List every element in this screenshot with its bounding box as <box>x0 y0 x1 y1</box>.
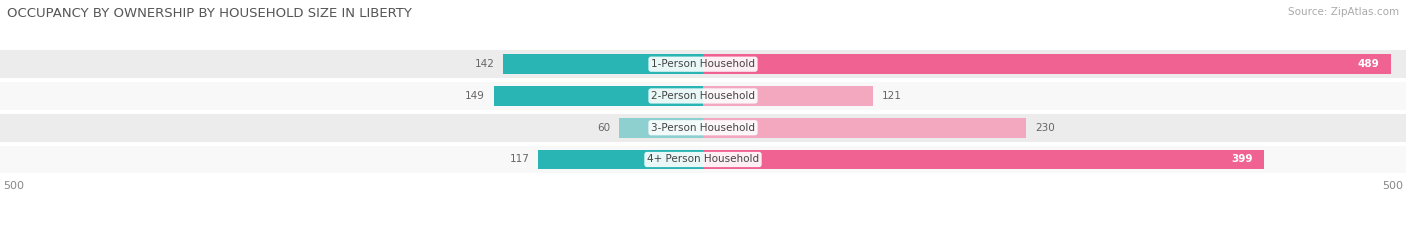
Text: 121: 121 <box>882 91 901 101</box>
Bar <box>703 54 1391 74</box>
Text: 117: 117 <box>510 154 530 164</box>
Bar <box>0 82 1406 110</box>
Bar <box>703 150 1264 169</box>
Text: 4+ Person Household: 4+ Person Household <box>647 154 759 164</box>
Text: 3-Person Household: 3-Person Household <box>651 123 755 133</box>
Text: 142: 142 <box>475 59 495 69</box>
Text: OCCUPANCY BY OWNERSHIP BY HOUSEHOLD SIZE IN LIBERTY: OCCUPANCY BY OWNERSHIP BY HOUSEHOLD SIZE… <box>7 7 412 20</box>
Bar <box>494 86 703 106</box>
Bar <box>703 118 1026 137</box>
Bar <box>0 114 1406 142</box>
Text: 60: 60 <box>598 123 610 133</box>
Bar <box>503 54 703 74</box>
Text: 149: 149 <box>465 91 485 101</box>
Bar <box>0 146 1406 174</box>
Bar <box>538 150 703 169</box>
Bar <box>619 118 703 137</box>
Text: Source: ZipAtlas.com: Source: ZipAtlas.com <box>1288 7 1399 17</box>
Text: 489: 489 <box>1358 59 1379 69</box>
Text: 500: 500 <box>3 181 24 191</box>
Bar <box>703 86 873 106</box>
Text: 399: 399 <box>1232 154 1253 164</box>
Text: 500: 500 <box>1382 181 1403 191</box>
Text: 1-Person Household: 1-Person Household <box>651 59 755 69</box>
Text: 2-Person Household: 2-Person Household <box>651 91 755 101</box>
Bar <box>0 50 1406 78</box>
Text: 230: 230 <box>1035 123 1054 133</box>
